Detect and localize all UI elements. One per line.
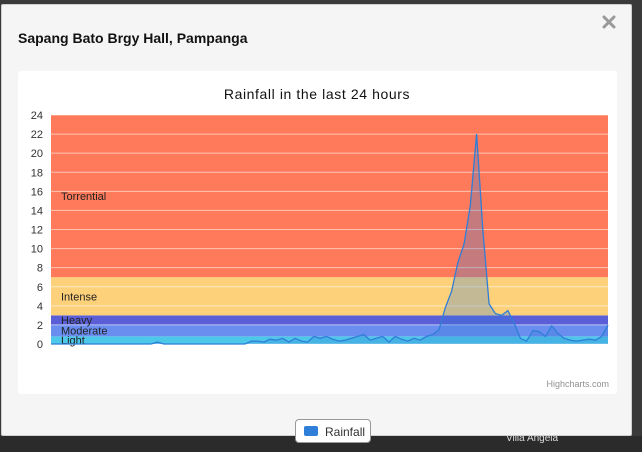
y-tick-label: 6 [37,282,43,294]
y-tick-label: 2 [37,320,43,332]
bands-layer [51,115,608,344]
legend-label: Rainfall [325,425,366,439]
y-tick-label: 22 [31,129,43,141]
page-backdrop [0,436,642,452]
station-modal: Sapang Bato Brgy Hall, Pampanga Light Mod… [1,4,632,443]
y-tick-label: 4 [37,301,43,313]
plot-band-label: Heavy [61,315,93,327]
plot-band-label: Moderate [61,326,107,338]
plot-band-moderate [51,324,608,337]
legend-swatch [304,426,318,436]
backdrop-label: Villa Angela [506,433,559,444]
chart-title: Rainfall in the last 24 hours [224,86,410,102]
y-tick-label: 18 [31,167,43,179]
y-tick-label: 24 [31,110,43,122]
plot-band-label: Intense [61,291,97,303]
close-icon[interactable] [601,14,617,30]
plot-band-label: Torrential [61,191,106,203]
credits-link[interactable]: Highcharts.com [546,379,609,389]
y-tick-label: 8 [37,263,43,275]
y-tick-label: 16 [31,186,43,198]
y-tick-label: 10 [31,244,43,256]
y-tick-label: 12 [31,225,43,237]
series-layer [51,134,609,345]
rainfall-area [51,134,608,344]
plot-band-intense [51,277,608,316]
legend-item-rainfall[interactable]: Rainfall [295,419,371,443]
plot-band-torrential [51,115,608,278]
y-tick-label: 20 [31,148,43,160]
grid-layer [51,114,608,345]
plot-band-light [51,336,608,344]
rainfall-line [51,134,609,345]
y-tick-label: 0 [37,339,43,351]
modal-title: Sapang Bato Brgy Hall, Pampanga [18,30,248,46]
plot-band-heavy [51,315,608,325]
y-tick-label: 14 [31,205,43,217]
